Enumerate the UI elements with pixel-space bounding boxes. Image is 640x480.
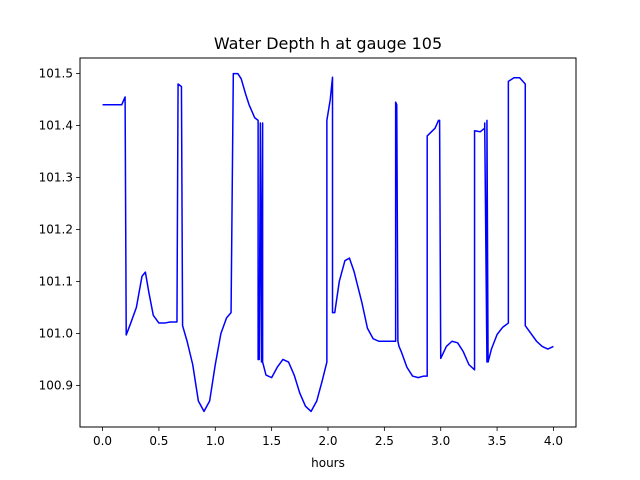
x-tick-label: 3.0 — [431, 434, 450, 448]
y-tick-label: 101.3 — [39, 171, 73, 185]
x-axis: 0.0 0.5 1.0 1.5 2.0 2.5 3.0 3.5 4.0 — [93, 427, 563, 448]
x-tick-label: 4.0 — [544, 434, 563, 448]
x-tick-label: 2.0 — [318, 434, 337, 448]
y-tick-label: 101.4 — [39, 119, 73, 133]
x-tick-label: 1.5 — [262, 434, 281, 448]
y-tick-label: 101.2 — [39, 223, 73, 237]
y-tick-label: 101.0 — [39, 326, 73, 340]
chart-title: Water Depth h at gauge 105 — [214, 34, 442, 53]
series-line-0 — [102, 72, 554, 413]
y-tick-label: 101.1 — [39, 274, 73, 288]
y-tick-label: 101.5 — [39, 67, 73, 81]
x-tick-label: 1.0 — [206, 434, 225, 448]
x-tick-label: 2.5 — [375, 434, 394, 448]
x-axis-label: hours — [311, 456, 345, 470]
x-tick-label: 0.5 — [149, 434, 168, 448]
series-layer — [102, 72, 554, 413]
y-tick-label: 100.9 — [39, 378, 73, 392]
x-tick-label: 0.0 — [93, 434, 112, 448]
x-tick-label: 3.5 — [488, 434, 507, 448]
y-axis: 100.9 101.0 101.1 101.2 101.3 101.4 101.5 — [39, 67, 80, 392]
